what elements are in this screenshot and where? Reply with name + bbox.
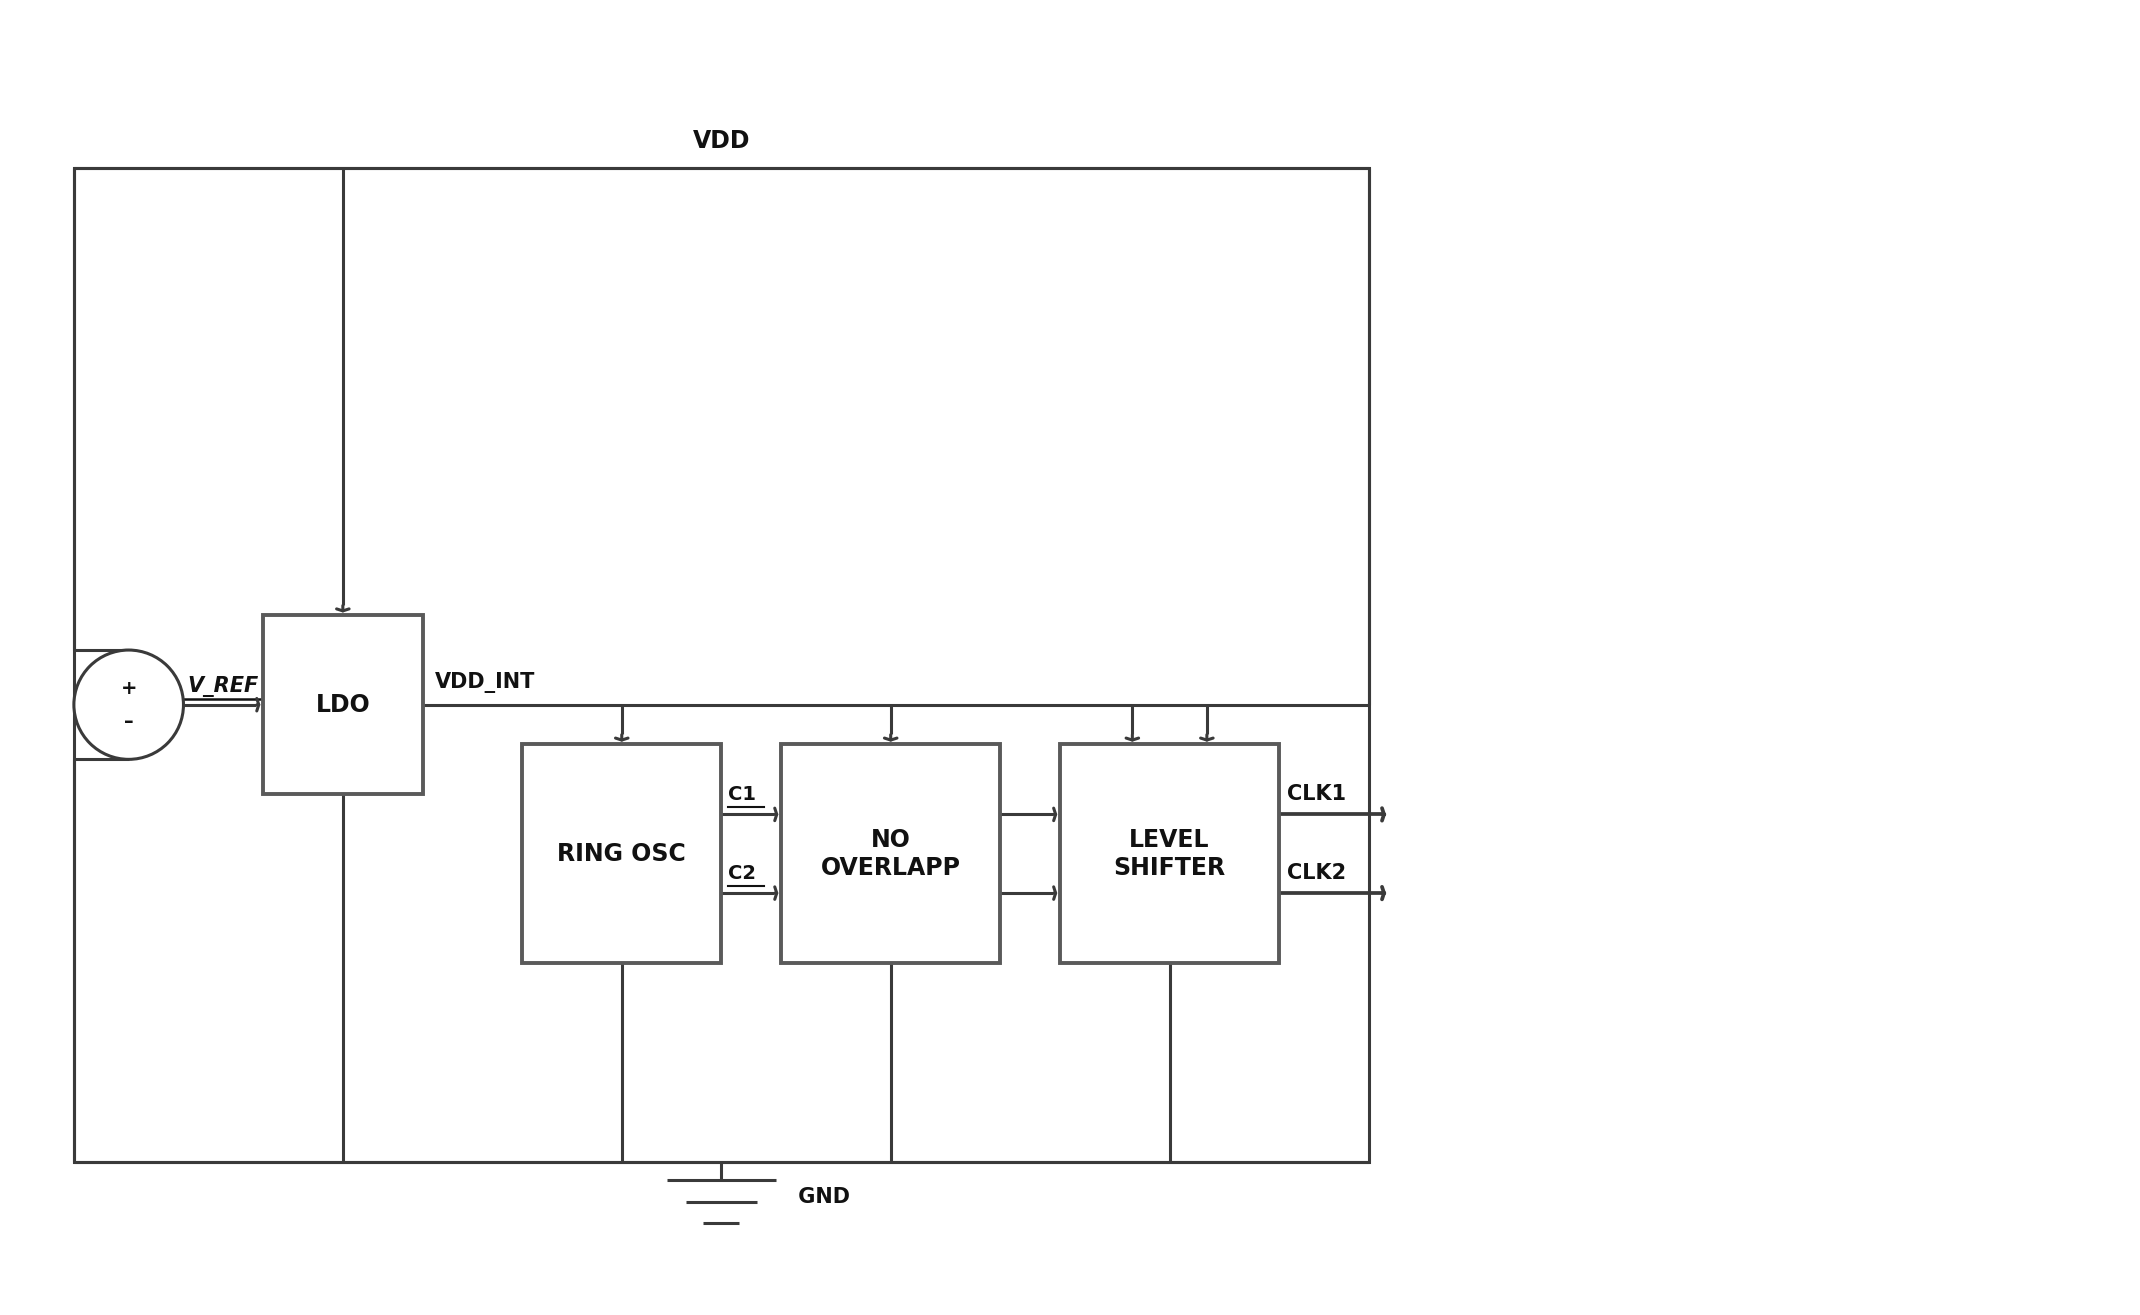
Text: RING OSC: RING OSC: [556, 842, 687, 865]
Text: –: –: [124, 711, 133, 731]
Bar: [263, 615, 422, 794]
Text: CLK2: CLK2: [1286, 863, 1346, 884]
Text: V_REF: V_REF: [188, 676, 259, 697]
Text: NO
OVERLAPP: NO OVERLAPP: [822, 828, 961, 880]
Text: +: +: [120, 679, 137, 698]
Text: CLK1: CLK1: [1286, 785, 1346, 805]
Text: VDD: VDD: [693, 129, 751, 154]
Bar: [522, 744, 721, 963]
Text: LEVEL
SHIFTER: LEVEL SHIFTER: [1113, 828, 1226, 880]
Text: GND: GND: [792, 1186, 850, 1207]
Text: C1: C1: [728, 785, 755, 805]
Text: LDO: LDO: [315, 693, 370, 717]
Bar: [75, 168, 1370, 1161]
Circle shape: [75, 650, 184, 759]
Text: C2: C2: [728, 864, 755, 884]
Text: VDD_INT: VDD_INT: [434, 672, 535, 693]
Bar: [1059, 744, 1280, 963]
Bar: [781, 744, 999, 963]
